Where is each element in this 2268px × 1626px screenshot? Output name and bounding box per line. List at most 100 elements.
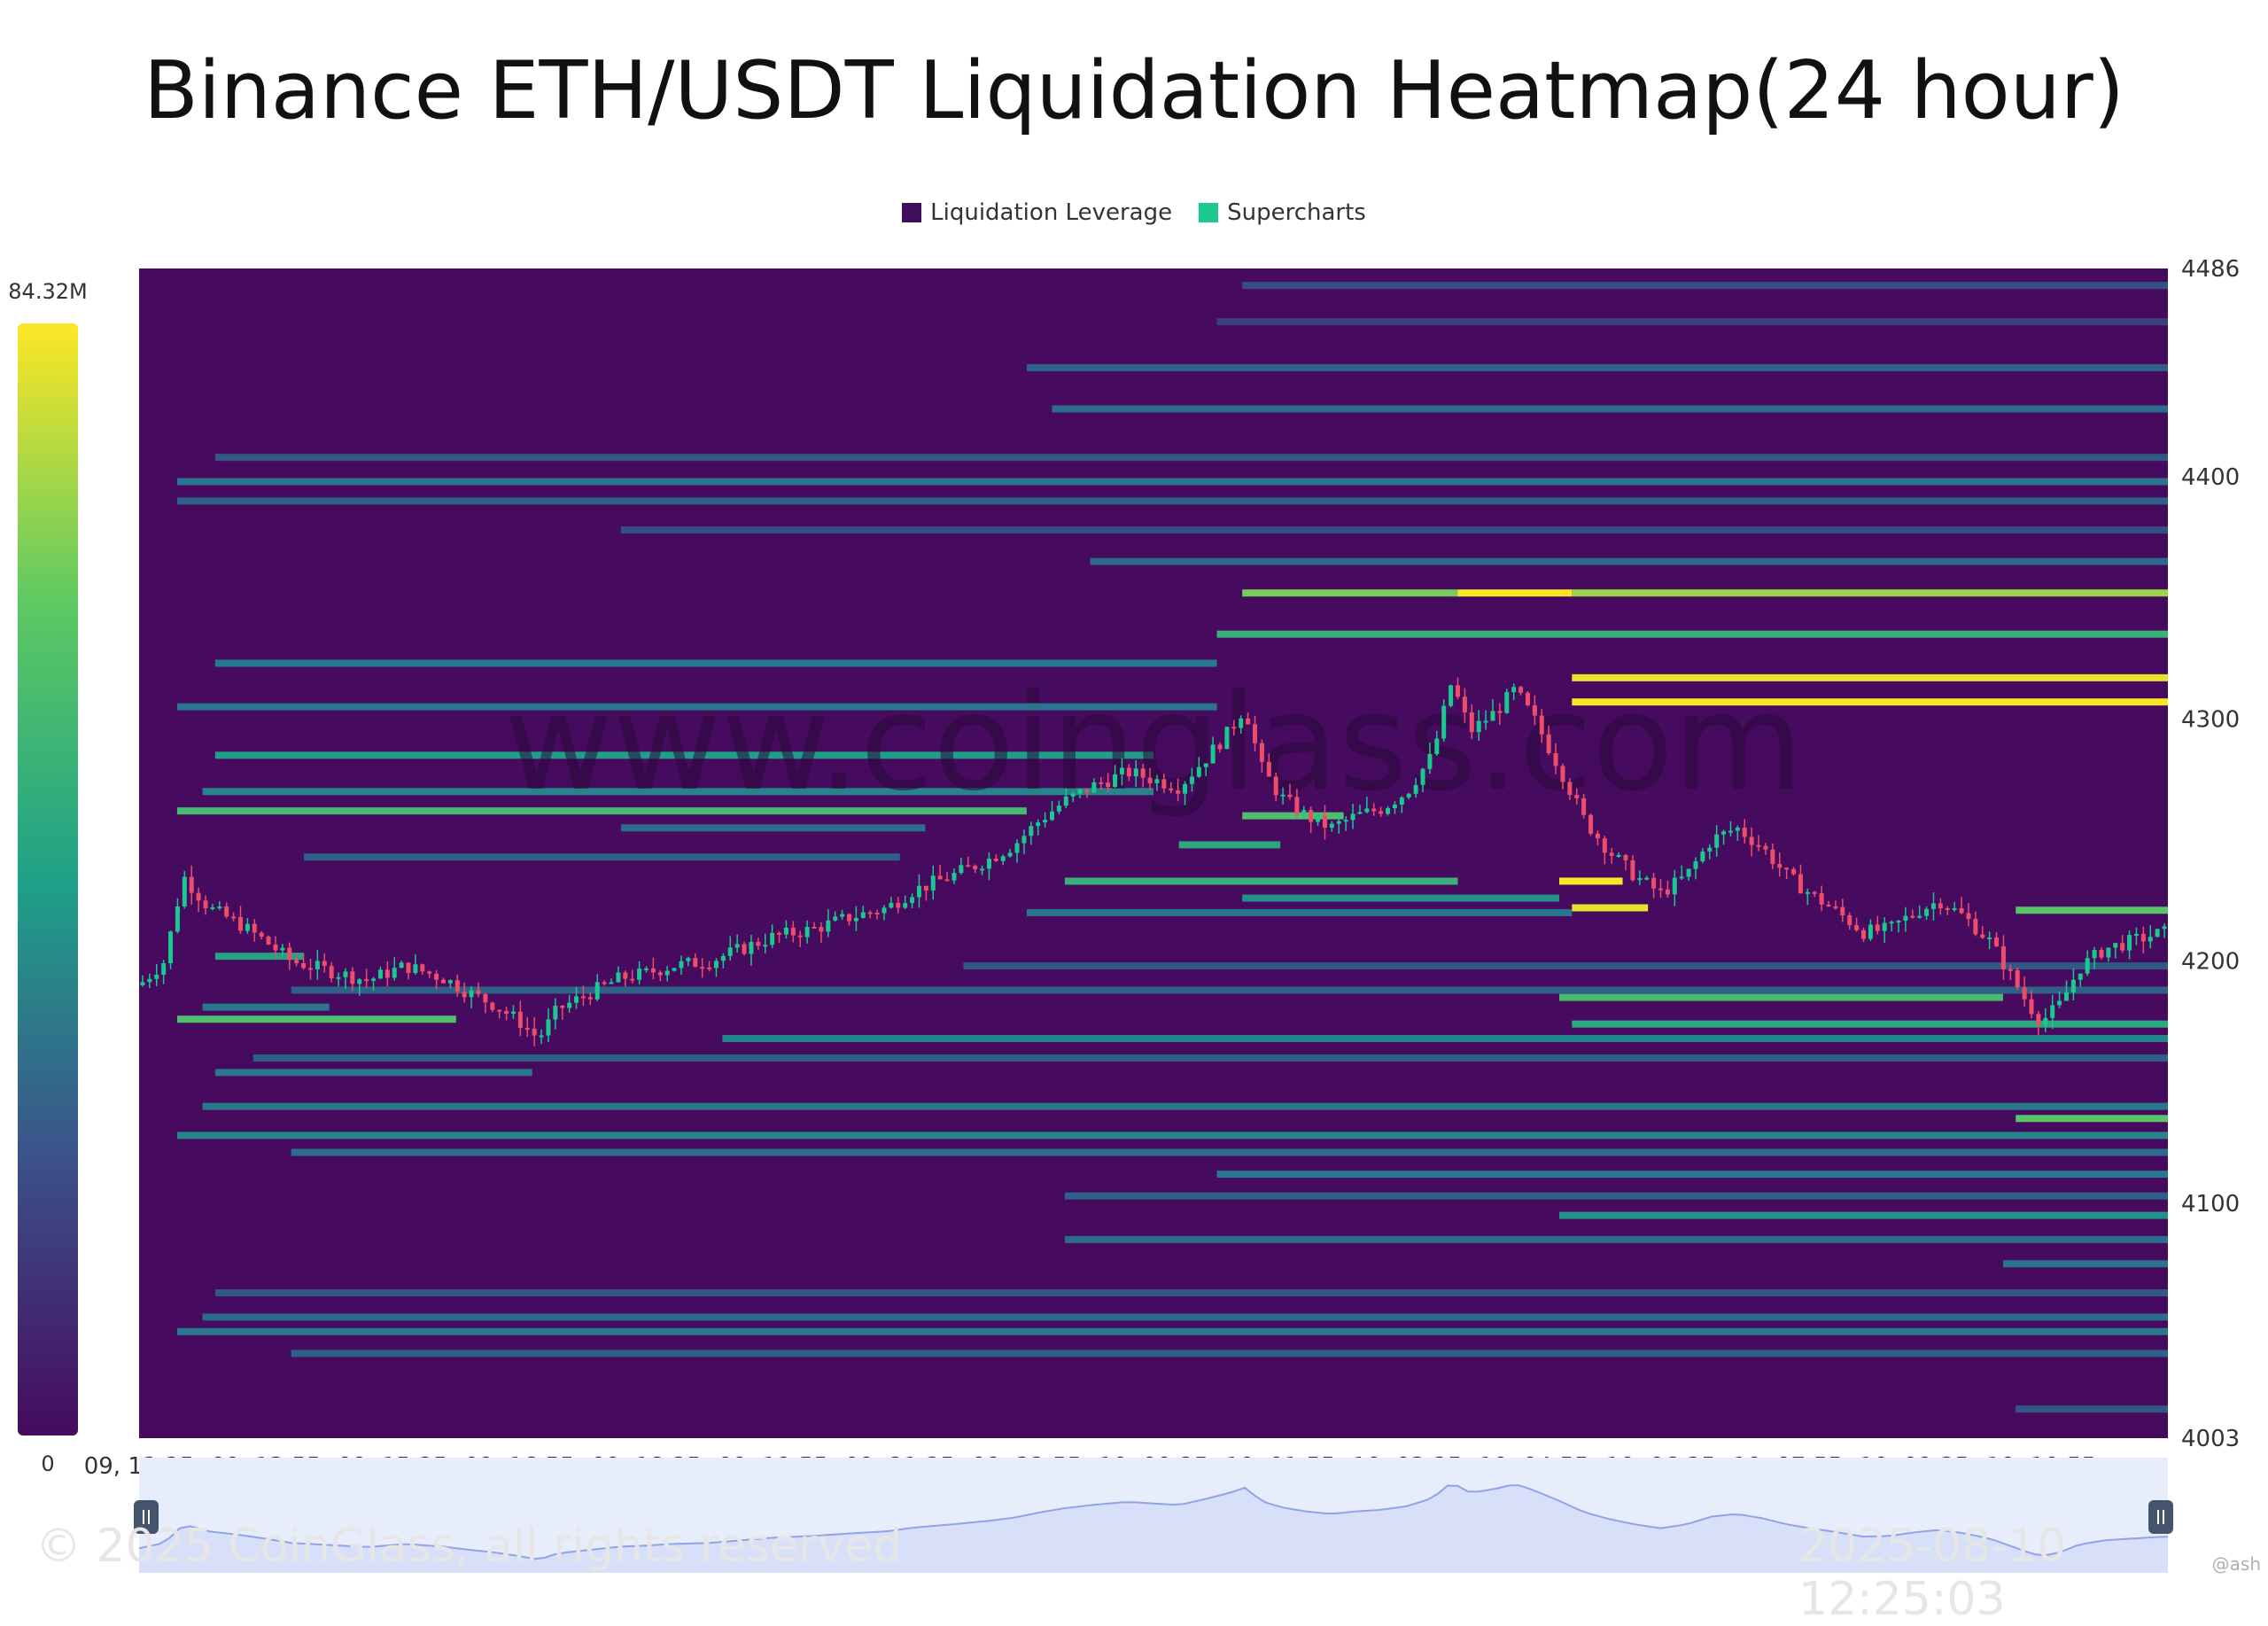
heatmap-band [1026,364,2168,372]
candle-up [1700,851,1705,862]
candle-up [1707,847,1713,852]
candle-up [1728,830,1733,833]
candle-up [377,969,383,979]
candle-up [1449,685,1454,706]
candle-up [882,907,887,914]
candle-up [1476,720,1481,733]
center-watermark: www.coinglass.com [504,666,1803,821]
candle-down [2022,987,2027,1000]
candle-down [1994,937,2000,946]
heatmap-band [2016,906,2168,914]
candle-down [454,980,460,992]
y-tick-label: 4100 [2181,1191,2240,1218]
candle-down [1658,888,1663,891]
candle-down [693,958,698,968]
page-title: Binance ETH/USDT Liquidation Heatmap(24 … [144,44,2124,137]
candle-up [161,963,167,976]
candle-up [2162,926,2167,930]
candle-down [819,927,824,932]
candle-up [168,931,174,964]
candle-up [1133,768,1138,777]
candle-down [1875,924,1880,931]
candle-up [1483,720,1488,723]
candle-down [420,964,425,972]
heatmap-band [1242,282,2168,290]
candle-up [1441,705,1447,739]
candle-down [923,885,928,891]
candle-up [734,944,740,948]
candle-up [916,885,921,898]
candle-down [301,962,307,969]
heatmap-band [1572,904,1649,912]
candle-up [770,932,775,945]
candle-down [307,968,313,970]
navigator-line [138,1484,2169,1560]
heatmap-band [1559,877,1623,885]
candle-up [1637,877,1643,881]
heatmap-band [291,1350,2168,1358]
candle-down [630,978,635,981]
candle-down [252,923,257,933]
candle-down [1259,743,1264,762]
candle-down [1246,718,1251,725]
candle-up [1924,908,1930,916]
candle-down [742,944,747,954]
candle-down [441,979,446,984]
heatmap-band [1559,1211,2168,1219]
candle-up [1070,793,1076,797]
candle-down [966,865,971,867]
legend-item-supercharts[interactable]: Supercharts [1199,199,1366,226]
candle-down [384,969,390,978]
candle-up [980,868,985,871]
candle-down [294,960,299,963]
candle-up [2127,935,2132,951]
candle-down [490,1002,495,1010]
heatmap-band [620,526,2168,534]
candle-down [707,967,712,969]
candle-up [182,876,187,906]
candle-up [245,923,250,931]
candle-up [1329,823,1334,829]
candle-up [1693,861,1698,869]
candle-down [266,936,271,945]
legend-label-liquidation-leverage: Liquidation Leverage [930,199,1173,226]
heatmap-band [214,953,305,961]
candle-up [1021,836,1027,844]
candle-up [1896,920,1901,922]
candle-down [756,942,761,946]
candle-up [1882,922,1887,931]
candle-down [973,866,978,869]
candle-up [594,982,600,1000]
heatmap-band [1216,1171,2168,1179]
candle-down [196,892,201,901]
legend-item-liquidation-leverage[interactable]: Liquidation Leverage [902,199,1172,226]
candle-down [1959,907,1964,914]
candle-down [476,990,481,994]
candle-down [1756,844,1761,847]
candle-down [1161,779,1167,789]
candle-down [2099,950,2104,958]
candle-up [804,926,810,937]
candle-up [1000,856,1006,861]
candle-up [1616,854,1621,857]
candle-down [497,1009,502,1012]
candle-up [1805,891,1810,894]
candle-down [1379,811,1384,814]
navigator-right-handle[interactable] [2148,1500,2173,1534]
candle-down [700,967,705,969]
candle-up [357,979,362,984]
heatmap-band [620,824,926,832]
heatmap-band [304,853,900,861]
candle-down [560,1006,565,1008]
heatmap-band [1572,589,2168,597]
heatmap-band [176,478,2168,486]
candle-up [1364,808,1370,813]
candle-down [1847,915,1852,926]
candle-up [860,912,866,918]
candle-up [1721,831,1727,835]
navigator-left-handle[interactable] [134,1500,159,1534]
candle-up [315,961,320,969]
candle-down [1518,687,1524,693]
candle-up [2057,1000,2062,1006]
candle-up [553,1006,558,1020]
